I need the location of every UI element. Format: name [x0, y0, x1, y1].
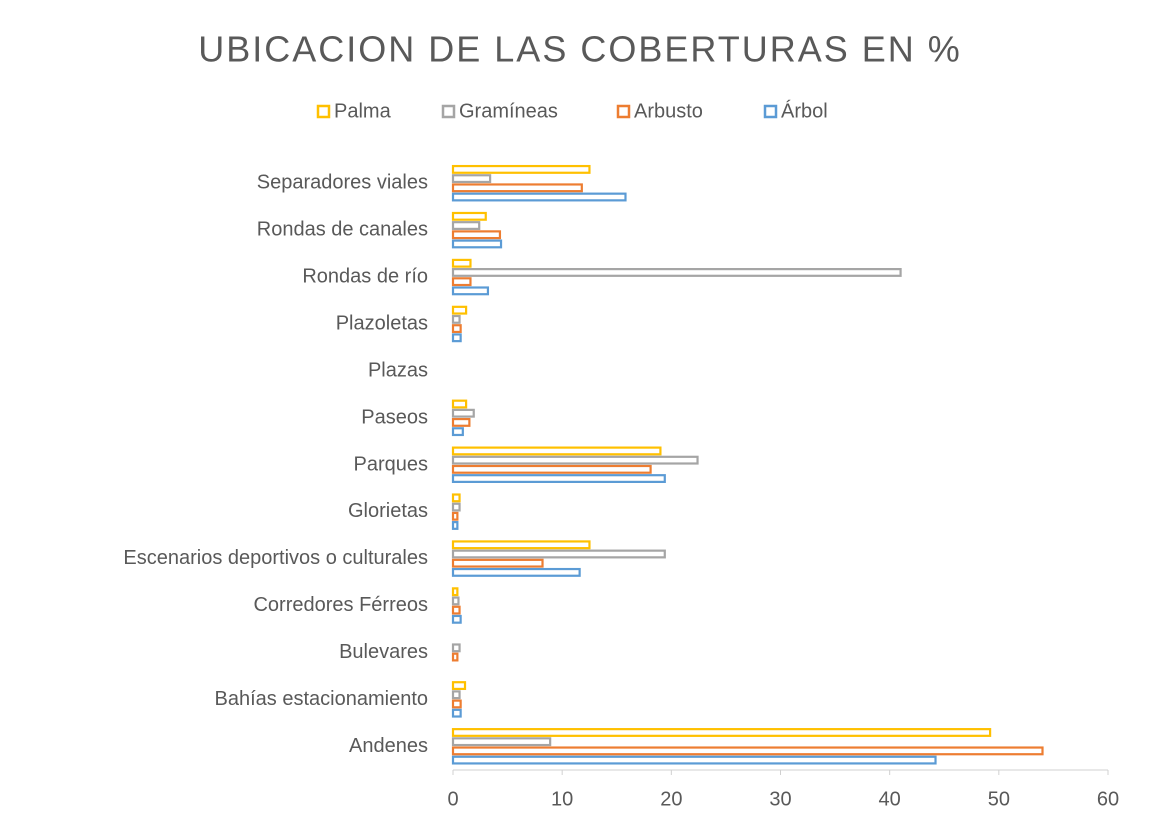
bar: [451, 746, 1044, 756]
bar: [451, 417, 471, 427]
bar: [451, 728, 992, 737]
y-tick-label: Plazas: [368, 359, 428, 381]
y-tick-label: Rondas de canales: [257, 219, 428, 241]
y-tick-label: Bahías estacionamiento: [215, 688, 428, 710]
bar: [451, 183, 583, 193]
x-tick-label: 10: [551, 788, 573, 810]
x-tick-label: 20: [660, 788, 682, 810]
bar: [451, 699, 462, 709]
bar: [451, 314, 461, 324]
legend-swatch: [763, 104, 778, 119]
bar: [451, 643, 461, 653]
legend-swatch: [441, 104, 456, 119]
bar: [451, 681, 467, 691]
bar: [451, 277, 472, 287]
x-tick-label: 40: [879, 788, 901, 810]
bar: [451, 549, 666, 559]
y-tick-label: Plazoletas: [336, 313, 428, 335]
bar: [451, 258, 472, 268]
bar: [451, 690, 461, 700]
bar: [451, 558, 544, 568]
y-tick-label: Bulevares: [339, 641, 428, 663]
y-tick-label: Separadores viales: [257, 172, 428, 194]
bar: [451, 164, 591, 174]
bar: [451, 230, 502, 240]
bar: [451, 211, 487, 221]
y-tick-label: Parques: [354, 453, 429, 475]
bar: [451, 596, 460, 606]
bar: [451, 192, 627, 202]
legend-label: Arbusto: [634, 100, 703, 122]
bar: [451, 446, 662, 456]
chart-title: UBICACION DE LAS COBERTURAS EN %: [198, 29, 962, 70]
bar: [451, 324, 462, 334]
bar: [451, 268, 902, 277]
bar: [451, 708, 462, 718]
bar: [451, 455, 699, 465]
legend-label: Árbol: [781, 99, 828, 122]
y-tick-label: Glorietas: [348, 500, 428, 522]
bar: [451, 587, 459, 597]
bar: [451, 399, 468, 409]
x-tick-label: 30: [769, 788, 791, 810]
bar: [451, 286, 490, 296]
bar: [451, 464, 652, 474]
bar: [451, 605, 461, 615]
y-tick-label: Andenes: [349, 735, 428, 757]
bar: [451, 567, 581, 577]
bar: [451, 174, 492, 184]
bar: [451, 652, 459, 662]
bar: [451, 427, 464, 437]
bar: [451, 737, 552, 747]
legend-label: Gramíneas: [459, 100, 558, 122]
bar: [451, 755, 937, 765]
bar: [451, 305, 468, 315]
y-tick-label: Rondas de río: [302, 266, 428, 288]
bar: [451, 474, 666, 484]
bar: [451, 221, 481, 230]
legend-swatch: [616, 104, 631, 119]
x-tick-label: 60: [1097, 788, 1119, 810]
legend-label: Palma: [334, 100, 392, 122]
bar: [451, 502, 461, 512]
y-tick-label: Escenarios deportivos o culturales: [123, 547, 428, 569]
y-tick-label: Corredores Férreos: [253, 594, 428, 616]
bar: [451, 614, 462, 624]
bar: [451, 333, 462, 343]
x-tick-label: 0: [447, 788, 458, 810]
y-tick-label: Paseos: [361, 406, 428, 428]
bar: [451, 493, 461, 503]
bar: [451, 408, 475, 418]
x-tick-label: 50: [988, 788, 1010, 810]
bar: [451, 540, 591, 550]
bar: [451, 511, 459, 521]
bar: [451, 239, 503, 249]
legend-swatch: [316, 104, 331, 119]
bar: [451, 521, 459, 530]
